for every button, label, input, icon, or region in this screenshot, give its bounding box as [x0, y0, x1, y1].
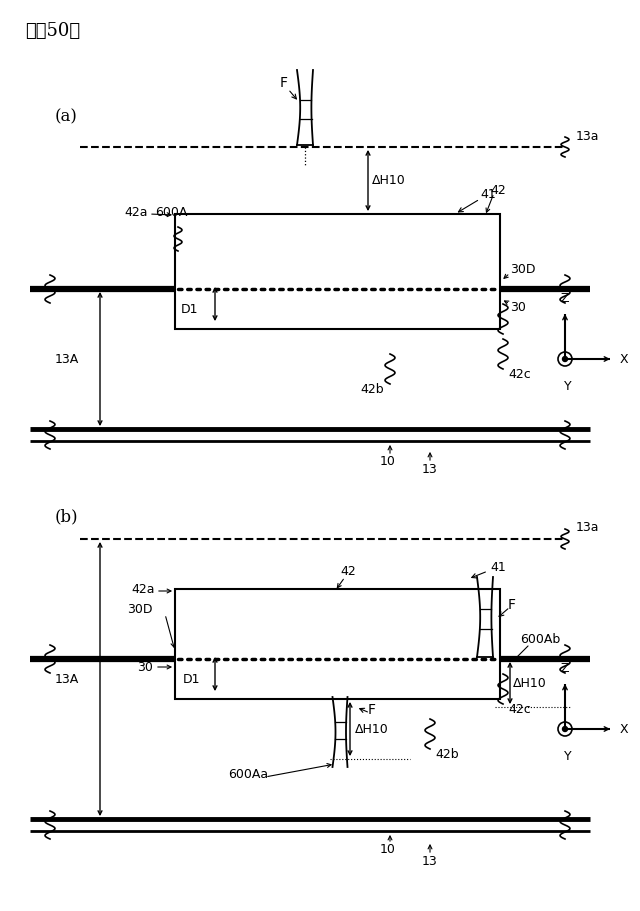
Text: 600A: 600A	[155, 206, 188, 220]
Text: D1: D1	[180, 303, 198, 316]
Text: 10: 10	[380, 455, 396, 468]
Text: 30D: 30D	[127, 603, 153, 616]
Text: 30D: 30D	[510, 263, 536, 276]
Text: (a): (a)	[55, 107, 78, 125]
Text: 『囶50』: 『囶50』	[25, 22, 80, 40]
Text: 42b: 42b	[360, 384, 383, 396]
Text: 13A: 13A	[55, 672, 79, 686]
Text: ΔH10: ΔH10	[355, 722, 388, 736]
Text: 41: 41	[480, 189, 496, 201]
Text: 42: 42	[490, 183, 506, 196]
Text: Z: Z	[561, 292, 569, 304]
Bar	[175, 215, 500, 330]
Text: 13a: 13a	[576, 521, 600, 534]
Text: 42c: 42c	[508, 702, 531, 716]
Circle shape	[563, 727, 568, 732]
Text: 30: 30	[510, 302, 526, 314]
Text: Z: Z	[561, 661, 569, 674]
Text: 30: 30	[137, 660, 153, 674]
Text: Y: Y	[564, 749, 572, 763]
Text: ΔH10: ΔH10	[513, 677, 547, 690]
Text: 13a: 13a	[576, 129, 600, 142]
Text: 42a: 42a	[131, 583, 155, 596]
Text: X: X	[620, 722, 628, 736]
Text: 13A: 13A	[55, 353, 79, 366]
Text: 13: 13	[422, 855, 438, 867]
Text: 42a: 42a	[125, 206, 148, 220]
Text: Y: Y	[564, 380, 572, 393]
Text: D1: D1	[182, 672, 200, 686]
Bar	[175, 589, 500, 700]
Text: F: F	[280, 76, 288, 90]
Text: 41: 41	[490, 561, 506, 574]
Text: 13: 13	[422, 463, 438, 476]
Text: (b): (b)	[55, 507, 79, 525]
Circle shape	[563, 357, 568, 362]
Text: 42b: 42b	[435, 748, 459, 761]
Text: 600Ab: 600Ab	[520, 633, 560, 646]
Text: 42c: 42c	[508, 368, 531, 381]
Text: 42: 42	[340, 565, 356, 578]
Text: F: F	[508, 598, 516, 611]
Text: 10: 10	[380, 843, 396, 855]
Text: F: F	[368, 702, 376, 716]
Text: ΔH10: ΔH10	[372, 174, 406, 188]
Text: X: X	[620, 353, 628, 366]
Text: 600Aa: 600Aa	[228, 768, 268, 781]
